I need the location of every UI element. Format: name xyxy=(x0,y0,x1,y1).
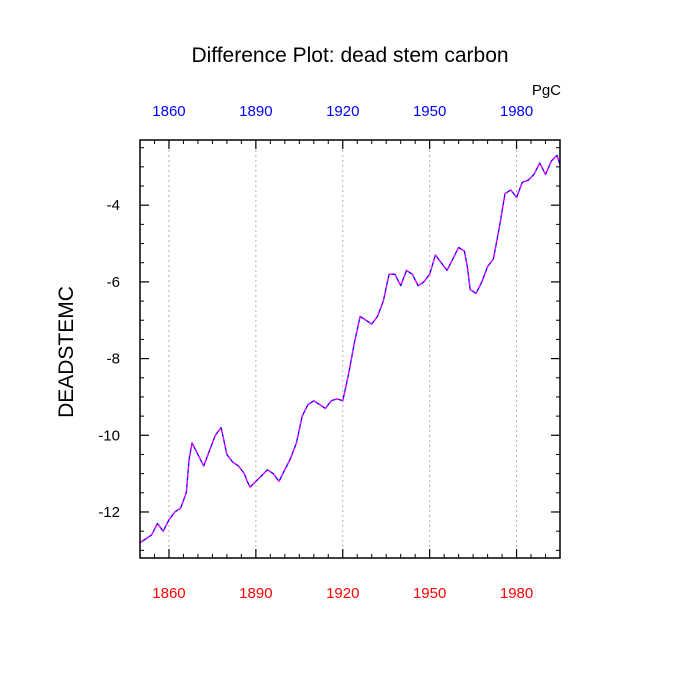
series-lines xyxy=(139,154,561,544)
y-tick-label: -10 xyxy=(98,427,120,444)
y-tick-label: -4 xyxy=(107,197,120,214)
units-label: PgC xyxy=(532,82,561,99)
chart-title: Difference Plot: dead stem carbon xyxy=(191,44,508,67)
y-tick-label: -8 xyxy=(107,351,120,368)
x-tick-label-top: 1860 xyxy=(152,103,185,120)
x-tick-label-top: 1950 xyxy=(413,103,446,120)
x-axis-ticks: 1860 1860 1890 1890 1920 1920 1950 1950 1980 1980 xyxy=(139,103,561,602)
x-tick-label-bottom: 1890 xyxy=(239,585,272,602)
x-tick-label-bottom: 1920 xyxy=(326,585,359,602)
y-tick-label: -6 xyxy=(107,274,120,291)
y-axis-ticks: -12 -10 -8 -6 -4 xyxy=(98,147,560,551)
x-tick-label-top: 1920 xyxy=(326,103,359,120)
grid-lines xyxy=(168,140,518,558)
x-tick-label-top: 1980 xyxy=(500,103,533,120)
x-tick-label-bottom: 1860 xyxy=(152,585,185,602)
plot-frame xyxy=(139,139,561,559)
x-tick-label-bottom: 1980 xyxy=(500,585,533,602)
series-line-dashed xyxy=(139,154,561,544)
x-tick-label-top: 1890 xyxy=(239,103,272,120)
y-tick-label: -12 xyxy=(98,504,120,521)
x-tick-label-bottom: 1950 xyxy=(413,585,446,602)
series-line-solid xyxy=(139,154,561,544)
y-axis-label: DEADSTEMC xyxy=(55,286,78,418)
